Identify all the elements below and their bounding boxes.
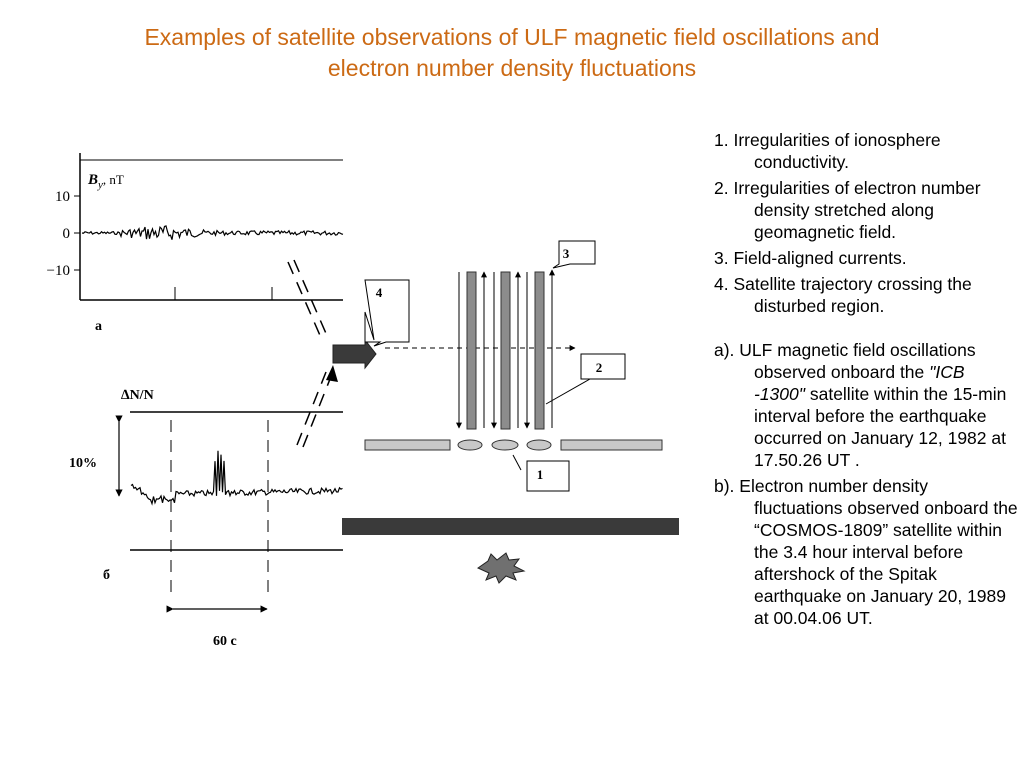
satellite-direction-arrow — [332, 338, 377, 370]
panel-a-tick-label-10: 10 — [55, 189, 70, 205]
panel-a-ylabel-main: B — [87, 172, 98, 188]
connector-arrows — [287, 259, 338, 448]
slide-title: Examples of satellite observations of UL… — [60, 22, 964, 84]
callout-2: 2 — [545, 353, 626, 405]
panel-b-time-label: 60 c — [213, 634, 237, 649]
panel-b-density-trace: ∆N/N 10% 60 c б — [69, 388, 343, 649]
callout-2-label: 2 — [596, 360, 603, 375]
panel-a-tick-label-minus10: −10 — [47, 263, 70, 279]
callout-4-box — [364, 279, 410, 347]
legend-item-3: 3. Field-aligned currents. — [714, 248, 907, 268]
callout-3-label: 3 — [563, 246, 570, 261]
title-line-2: electron number density fluctuations — [327, 55, 697, 81]
connector-lower-arrowhead — [326, 365, 338, 382]
ground-layer — [342, 518, 679, 535]
field-aligned-bar-3 — [534, 271, 545, 430]
callout-1-pointer — [512, 454, 522, 471]
ionosphere-schematic: 3 4 2 1 — [332, 240, 679, 584]
panel-a-magnetic-trace: 10 0 −10 By, nT a — [47, 153, 344, 334]
panel-a-signal-line — [81, 225, 344, 240]
description-a: a). ULF magnetic field oscillations obse… — [714, 339, 1018, 471]
connector-upper-b — [293, 259, 329, 339]
conductivity-irregularity-1 — [457, 439, 483, 451]
panel-b-ylabel: ∆N/N — [121, 388, 154, 403]
panel-a-ylabel-sub: y — [97, 179, 103, 191]
description-a-prefix: a). ULF magnetic field oscillations obse… — [714, 340, 976, 382]
description-a-suffix: satellite within the 15-min interval bef… — [754, 384, 1007, 470]
callout-3: 3 — [552, 240, 596, 269]
field-aligned-bar-1 — [466, 271, 477, 430]
panel-a-tick-label-0: 0 — [63, 226, 71, 242]
notes-spacer — [714, 321, 1018, 339]
callout-3-box — [552, 240, 596, 269]
title-line-1: Examples of satellite observations of UL… — [144, 24, 880, 50]
connector-upper-a — [287, 261, 323, 341]
panel-b-signal-line — [130, 450, 343, 506]
legend-item-2: 2. Irregularities of electron number den… — [714, 178, 981, 242]
callout-2-pointer — [545, 378, 591, 405]
description-a-satellite: "ICB -1300" — [754, 362, 965, 404]
callout-1-box — [526, 460, 570, 492]
legend-item-4: 4. Satellite trajectory crossing the dis… — [714, 274, 972, 316]
callout-4-label: 4 — [376, 285, 383, 300]
callout-1: 1 — [512, 454, 570, 492]
callout-1-label: 1 — [537, 467, 544, 482]
description-b: b). Electron number density fluctuations… — [714, 476, 1018, 628]
panel-a-ylabel: By, nT — [87, 172, 124, 191]
connector-lower-b — [302, 373, 333, 448]
legend-item-1: 1. Irregularities of ionosphere conducti… — [714, 130, 941, 172]
callout-4: 4 — [364, 279, 410, 347]
connector-lower-a — [296, 371, 327, 446]
conductivity-irregularity-3 — [526, 439, 552, 451]
observation-figure: 10 0 −10 By, nT a ∆N/N 10% 60 c б — [47, 153, 679, 649]
ionosphere-plate-right — [560, 439, 663, 451]
notes-panel: 1. Irregularities of ionosphere conducti… — [714, 129, 1018, 633]
ionosphere-plate-left — [364, 439, 451, 451]
epicenter-star-icon — [476, 552, 526, 584]
callout-2-box — [580, 353, 626, 380]
panel-a-ylabel-unit: , nT — [103, 172, 124, 187]
panel-b-label: б — [103, 568, 110, 583]
conductivity-irregularity-2 — [491, 439, 519, 451]
panel-b-scale-label: 10% — [69, 456, 97, 471]
field-aligned-bar-2 — [500, 271, 511, 430]
panel-a-label: a — [95, 319, 102, 334]
